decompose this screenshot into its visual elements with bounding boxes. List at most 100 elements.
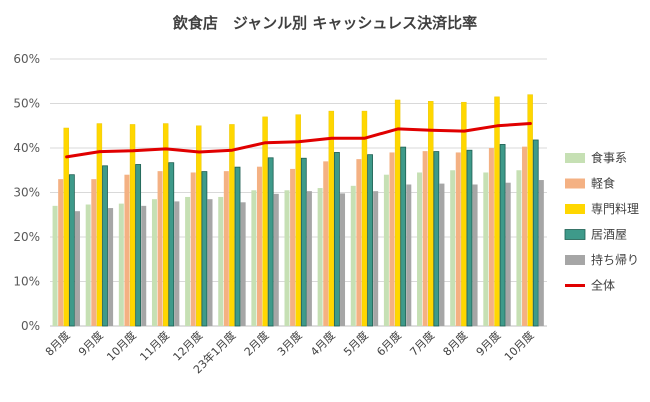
bar-軽食-12月度 bbox=[190, 172, 196, 326]
bar-軽食-7月度 bbox=[422, 151, 428, 326]
bar-専門料理-3月度 bbox=[295, 114, 301, 327]
y-axis-ticks: 0% 10% 20% 30% 40% 50% 60% bbox=[13, 52, 40, 333]
bar-持ち帰り-6月度 bbox=[406, 184, 412, 326]
bar-居酒屋-7月度 bbox=[433, 151, 440, 327]
legend-label-持ち帰り: 持ち帰り bbox=[591, 252, 639, 267]
legend-label-全体: 全体 bbox=[591, 278, 615, 293]
legend-swatch-食事系 bbox=[565, 153, 585, 163]
bar-専門料理-10月度 bbox=[129, 124, 136, 327]
bar-持ち帰り-7月度 bbox=[439, 183, 445, 326]
overall-line bbox=[65, 122, 532, 159]
bar-持ち帰り-5月度 bbox=[373, 191, 379, 326]
bar-居酒屋-2月度 bbox=[267, 157, 274, 327]
bar-持ち帰り-11月度 bbox=[174, 201, 180, 326]
bar-持ち帰り-3月度 bbox=[306, 191, 312, 326]
y-tick-label: 60% bbox=[13, 52, 40, 66]
bar-専門料理-9月度 bbox=[494, 96, 500, 327]
bar-持ち帰り-10月度 bbox=[141, 205, 147, 326]
bar-持ち帰り-12月度 bbox=[207, 199, 213, 326]
bar-食事系-6月度 bbox=[383, 174, 389, 326]
y-tick-label: 20% bbox=[13, 230, 40, 244]
bar-軽食-6月度 bbox=[389, 152, 395, 326]
bar-持ち帰り-4月度 bbox=[340, 193, 346, 326]
bar-食事系-8月度 bbox=[52, 205, 58, 326]
bar-軽食-8月度 bbox=[58, 179, 64, 326]
bar-軽食-2月度 bbox=[256, 166, 262, 326]
bar-食事系-4月度 bbox=[317, 188, 323, 326]
bar-食事系-7月度 bbox=[417, 172, 423, 326]
bar-食事系-12月度 bbox=[185, 196, 191, 326]
bar-持ち帰り-8月度 bbox=[74, 211, 80, 326]
bar-持ち帰り-10月度 bbox=[538, 180, 544, 326]
bar-軽食-9月度 bbox=[91, 179, 97, 326]
bar-居酒屋-8月度 bbox=[466, 149, 473, 327]
bar-専門料理-8月度 bbox=[63, 127, 69, 327]
bar-食事系-10月度 bbox=[118, 203, 124, 326]
bar-食事系-9月度 bbox=[85, 204, 91, 326]
bars bbox=[52, 94, 544, 327]
bar-専門料理-9月度 bbox=[96, 123, 103, 327]
bar-食事系-3月度 bbox=[284, 190, 290, 326]
bar-居酒屋-5月度 bbox=[367, 154, 373, 327]
bar-軽食-5月度 bbox=[356, 159, 362, 326]
bar-食事系-11月度 bbox=[151, 199, 157, 326]
bar-居酒屋-4月度 bbox=[334, 152, 340, 327]
bar-持ち帰り-9月度 bbox=[108, 208, 114, 326]
legend-swatch-居酒屋 bbox=[564, 229, 586, 240]
bar-居酒屋-10月度 bbox=[135, 164, 142, 327]
bar-居酒屋-8月度 bbox=[68, 174, 75, 327]
bar-食事系-5月度 bbox=[350, 185, 356, 326]
y-tick-label: 10% bbox=[13, 275, 40, 289]
bar-専門料理-10月度 bbox=[527, 94, 533, 327]
bar-専門料理-12月度 bbox=[196, 125, 202, 327]
bar-持ち帰り-9月度 bbox=[505, 182, 511, 326]
y-tick-label: 50% bbox=[13, 97, 40, 111]
bar-専門料理-6月度 bbox=[394, 99, 401, 327]
bar-食事系-23年1月度 bbox=[218, 196, 224, 326]
bar-持ち帰り-8月度 bbox=[472, 184, 478, 326]
bar-軽食-10月度 bbox=[522, 146, 528, 326]
chart-title: 飲食店 ジャンル別 キャッシュレス決済比率 bbox=[172, 14, 477, 32]
bar-居酒屋-23年1月度 bbox=[234, 166, 241, 327]
bar-専門料理-4月度 bbox=[328, 110, 335, 327]
bar-軽食-8月度 bbox=[455, 152, 461, 326]
y-tick-label: 30% bbox=[13, 186, 40, 200]
bar-軽食-9月度 bbox=[488, 148, 494, 326]
legend-label-居酒屋: 居酒屋 bbox=[591, 228, 627, 242]
bar-専門料理-23年1月度 bbox=[229, 124, 235, 327]
bar-居酒屋-6月度 bbox=[400, 146, 407, 327]
bar-居酒屋-11月度 bbox=[168, 162, 175, 327]
bar-居酒屋-10月度 bbox=[532, 139, 539, 327]
bar-専門料理-5月度 bbox=[361, 110, 368, 327]
bar-専門料理-8月度 bbox=[461, 101, 467, 327]
y-tick-label: 40% bbox=[13, 141, 40, 155]
bar-軽食-11月度 bbox=[157, 171, 163, 326]
bar-専門料理-11月度 bbox=[162, 123, 169, 327]
bar-居酒屋-12月度 bbox=[201, 171, 208, 327]
bar-食事系-2月度 bbox=[251, 190, 257, 326]
bar-食事系-10月度 bbox=[516, 170, 522, 326]
legend-swatch-軽食 bbox=[565, 178, 585, 189]
bar-居酒屋-3月度 bbox=[300, 157, 307, 327]
line-全体 bbox=[65, 122, 532, 159]
bar-居酒屋-9月度 bbox=[499, 144, 506, 327]
bar-持ち帰り-23年1月度 bbox=[240, 202, 246, 326]
legend-swatch-専門料理 bbox=[565, 204, 585, 214]
legend-label-専門料理: 専門料理 bbox=[591, 202, 639, 216]
bar-軽食-3月度 bbox=[290, 168, 296, 326]
bar-専門料理-7月度 bbox=[428, 101, 434, 327]
bar-軽食-10月度 bbox=[124, 174, 130, 326]
y-tick-label: 0% bbox=[21, 319, 40, 333]
bar-居酒屋-9月度 bbox=[102, 165, 108, 327]
bar-食事系-8月度 bbox=[450, 170, 456, 326]
legend-label-軽食: 軽食 bbox=[591, 176, 615, 191]
legend-swatch-持ち帰り bbox=[565, 255, 585, 265]
legend-label-食事系: 食事系 bbox=[591, 150, 627, 165]
bar-専門料理-2月度 bbox=[262, 116, 268, 327]
bar-軽食-23年1月度 bbox=[223, 171, 229, 326]
bar-食事系-9月度 bbox=[483, 172, 489, 326]
bar-軽食-4月度 bbox=[323, 161, 329, 326]
bar-持ち帰り-2月度 bbox=[273, 193, 279, 326]
